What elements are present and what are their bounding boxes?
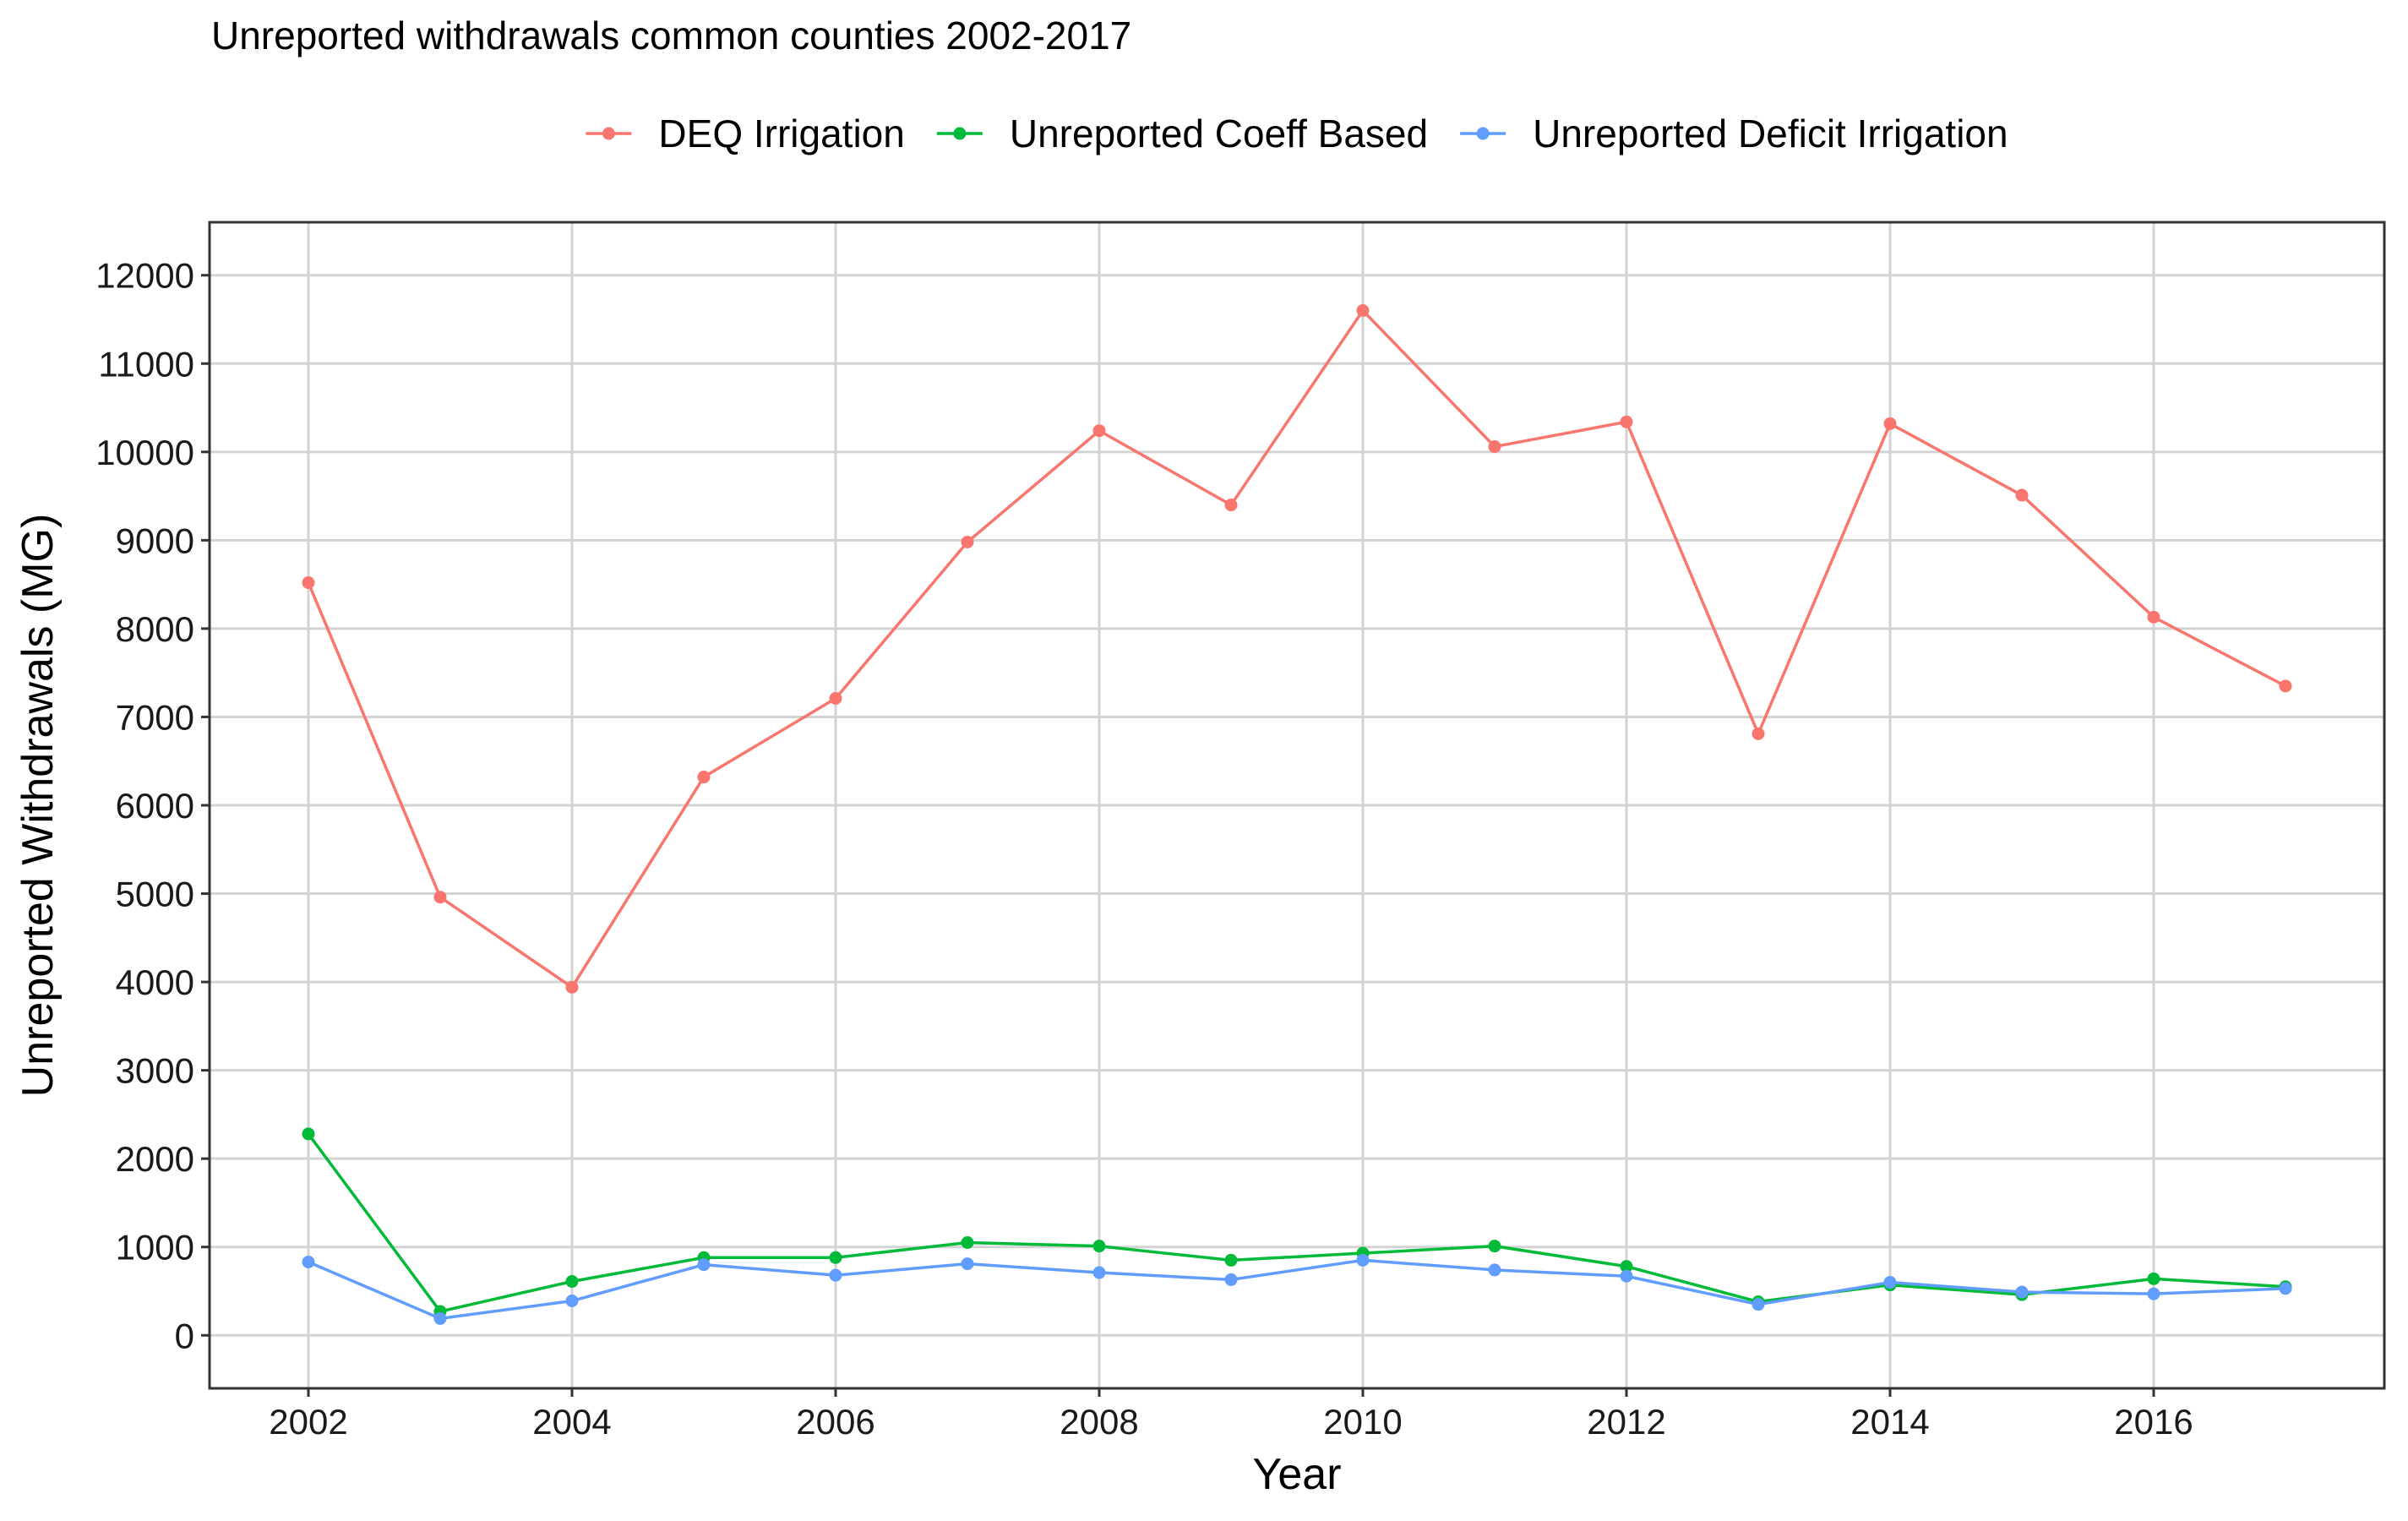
data-point bbox=[697, 771, 711, 784]
y-tick-label: 8000 bbox=[116, 609, 194, 649]
legend-label: DEQ Irrigation bbox=[658, 112, 904, 155]
legend-point bbox=[953, 127, 967, 140]
data-point bbox=[1092, 424, 1106, 438]
data-point bbox=[302, 1256, 315, 1268]
y-tick-label: 0 bbox=[175, 1316, 194, 1355]
y-axis-title: Unreported Withdrawals (MG) bbox=[14, 514, 63, 1098]
data-point bbox=[1620, 1269, 1633, 1283]
data-point bbox=[1488, 440, 1501, 454]
data-point bbox=[1620, 1260, 1633, 1273]
legend-point bbox=[1476, 127, 1490, 140]
x-tick-label: 2006 bbox=[796, 1402, 874, 1442]
data-point bbox=[1883, 1276, 1897, 1289]
data-point bbox=[1883, 417, 1897, 430]
y-tick-label: 11000 bbox=[98, 344, 194, 384]
y-tick-label: 10000 bbox=[95, 433, 194, 472]
x-tick-label: 2016 bbox=[2114, 1402, 2193, 1442]
data-point bbox=[302, 576, 315, 590]
y-tick-label: 2000 bbox=[116, 1139, 194, 1179]
y-tick-label: 3000 bbox=[116, 1051, 194, 1091]
x-tick-label: 2008 bbox=[1060, 1402, 1138, 1442]
data-point bbox=[829, 1268, 842, 1282]
x-tick-label: 2010 bbox=[1323, 1402, 1402, 1442]
data-point bbox=[829, 1251, 842, 1264]
y-tick-label: 9000 bbox=[116, 521, 194, 560]
data-point bbox=[1224, 499, 1238, 512]
series-line bbox=[307, 308, 2286, 989]
data-point bbox=[1092, 1266, 1106, 1279]
chart-title: Unreported withdrawals common counties 2… bbox=[211, 14, 1131, 57]
data-point bbox=[1752, 727, 1765, 740]
data-point bbox=[565, 980, 579, 994]
x-tick-label: 2012 bbox=[1587, 1402, 1665, 1442]
data-point bbox=[961, 1257, 974, 1271]
data-point bbox=[961, 1236, 974, 1249]
legend-item: Unreported Coeff Based bbox=[936, 112, 1428, 155]
data-point bbox=[433, 1311, 447, 1325]
data-point bbox=[1224, 1253, 1238, 1267]
series-1 bbox=[302, 1127, 2292, 1318]
y-tick-label: 6000 bbox=[116, 786, 194, 826]
x-tick-label: 2002 bbox=[269, 1402, 347, 1442]
legend-point bbox=[602, 127, 615, 140]
series-layer bbox=[302, 304, 2292, 1325]
series-0 bbox=[302, 304, 2292, 994]
data-point bbox=[2015, 488, 2029, 502]
x-tick-label: 2014 bbox=[1850, 1402, 1929, 1442]
series-2 bbox=[302, 1253, 2292, 1325]
y-tick-label: 1000 bbox=[116, 1228, 194, 1268]
data-point bbox=[433, 891, 447, 904]
axes: 0 1000 2000 3000 4000 5000 6000 7000 8000 9000 100… bbox=[95, 256, 2193, 1442]
y-tick-label: 5000 bbox=[116, 875, 194, 914]
data-point bbox=[697, 1258, 711, 1272]
data-point bbox=[1224, 1273, 1238, 1286]
legend-label: Unreported Deficit Irrigation bbox=[1533, 112, 2008, 155]
x-tick-label: 2004 bbox=[532, 1402, 611, 1442]
data-point bbox=[2279, 679, 2292, 693]
legend-label: Unreported Coeff Based bbox=[1010, 112, 1428, 155]
data-point bbox=[1356, 1253, 1370, 1267]
data-point bbox=[2279, 1282, 2292, 1295]
data-point bbox=[302, 1127, 315, 1141]
legend-item: DEQ Irrigation bbox=[586, 112, 905, 155]
data-point bbox=[1092, 1240, 1106, 1253]
data-point bbox=[2015, 1285, 2029, 1299]
legend: DEQ Irrigation Unreported Coeff Based Unre… bbox=[586, 112, 2008, 155]
x-axis-title: Year bbox=[1252, 1450, 1341, 1499]
data-point bbox=[1488, 1240, 1501, 1253]
data-point bbox=[1752, 1298, 1765, 1311]
series-line bbox=[307, 1132, 2286, 1313]
data-point bbox=[961, 535, 974, 548]
series-line bbox=[308, 1258, 2286, 1321]
y-tick-label: 7000 bbox=[116, 697, 194, 737]
data-point bbox=[1356, 304, 1370, 318]
data-point bbox=[1620, 415, 1633, 428]
data-point bbox=[1488, 1263, 1501, 1277]
data-point bbox=[2147, 610, 2160, 624]
legend-item: Unreported Deficit Irrigation bbox=[1460, 112, 2008, 155]
data-point bbox=[565, 1295, 579, 1307]
y-tick-label: 12000 bbox=[95, 256, 194, 296]
y-tick-label: 4000 bbox=[116, 962, 194, 1002]
data-point bbox=[2147, 1272, 2160, 1285]
data-point bbox=[829, 692, 842, 705]
data-point bbox=[565, 1275, 579, 1288]
data-point bbox=[2147, 1287, 2160, 1300]
